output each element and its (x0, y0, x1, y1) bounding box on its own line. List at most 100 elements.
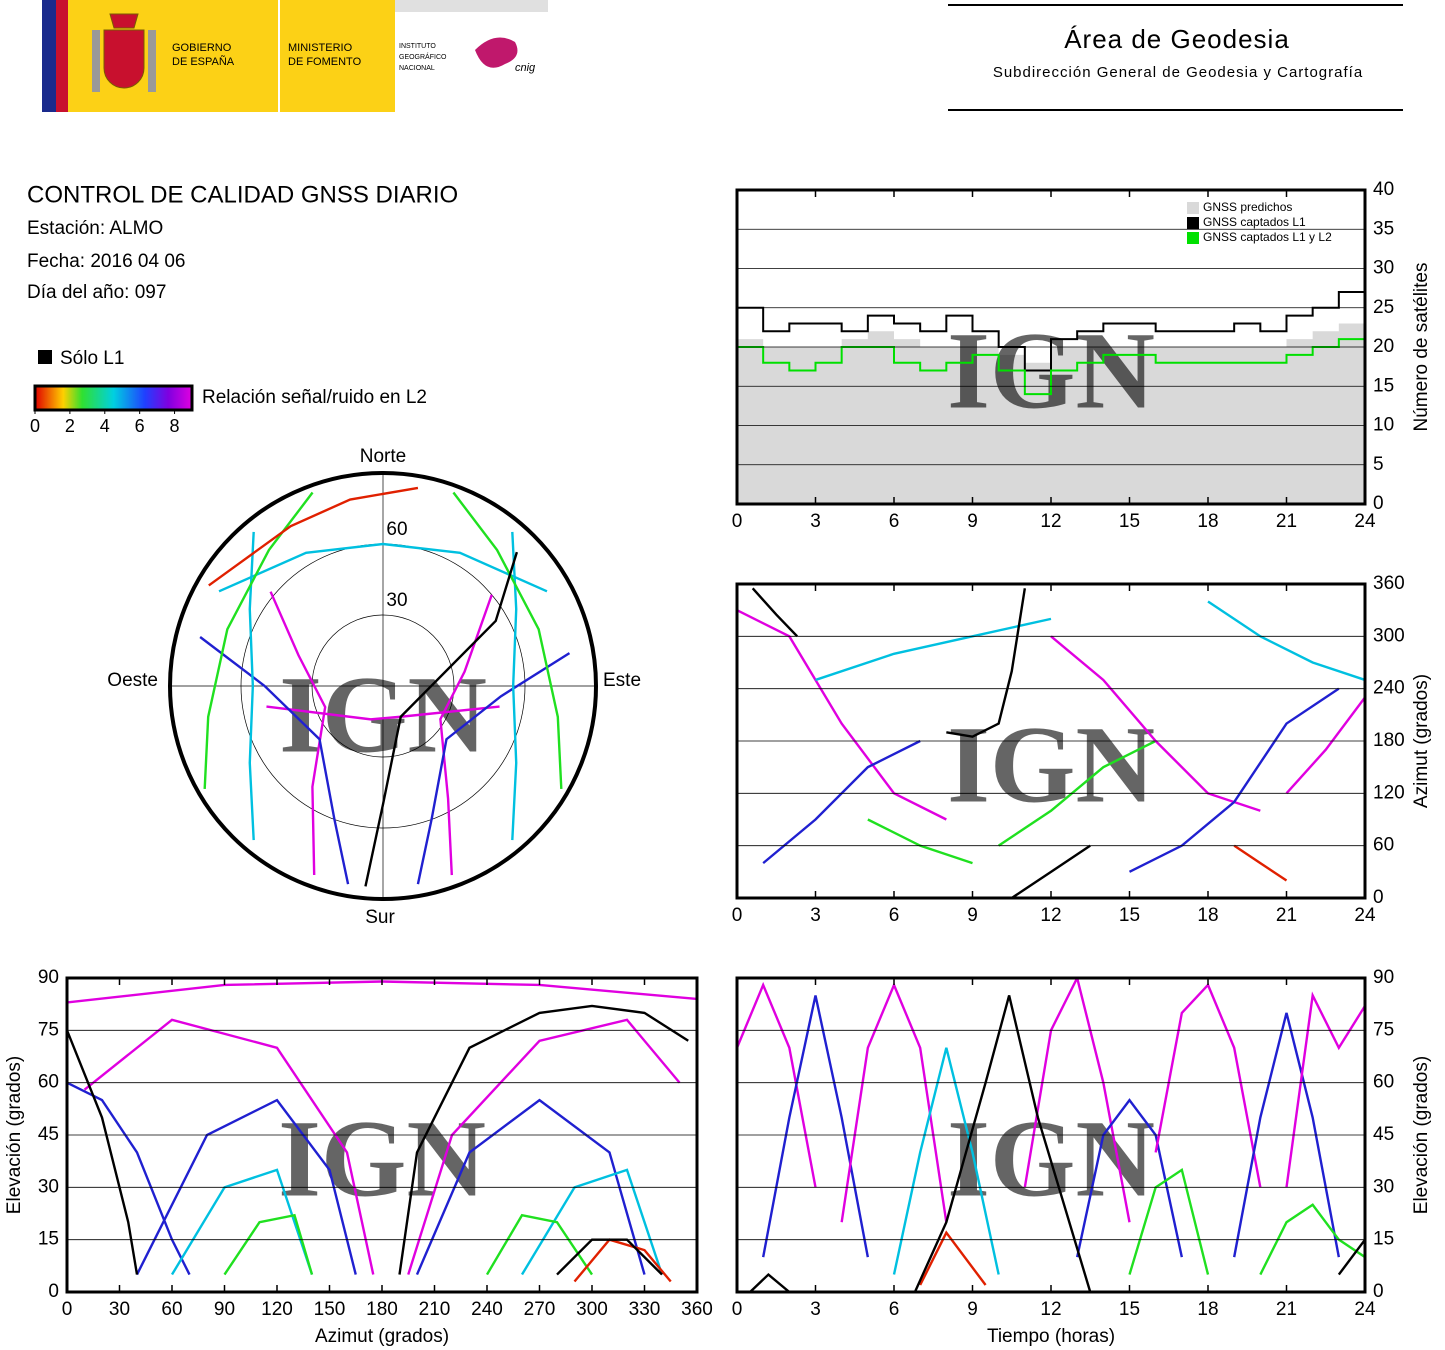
x-tick-label: 330 (629, 1299, 661, 1320)
line (761, 995, 870, 1258)
x-tick-label: 120 (261, 1299, 293, 1320)
x-tick-label: 210 (419, 1299, 451, 1320)
x-tick-label: 24 (1354, 905, 1376, 926)
x-tick-label: 0 (732, 905, 743, 926)
line (998, 739, 1157, 847)
satellite-track (364, 551, 519, 887)
satellite-track (416, 652, 571, 885)
horizon (168, 471, 598, 901)
x-axis-label: Tiempo (horas) (987, 1326, 1115, 1347)
y-tick-label: 45 (38, 1124, 59, 1145)
y-tick-label: 60 (38, 1072, 59, 1093)
line (407, 1018, 681, 1275)
y-tick-label: 5 (1373, 454, 1384, 475)
y-tick-label: 45 (1373, 1124, 1394, 1145)
y-tick-label: 240 (1373, 678, 1405, 699)
watermark: IGN (947, 703, 1155, 825)
line (892, 1047, 1000, 1275)
y-axis-label: Elevación (grados) (4, 1056, 25, 1214)
legend-label: GNSS predichos (1203, 200, 1292, 214)
line (170, 1168, 314, 1276)
direction-label: Sur (365, 907, 395, 928)
y-tick-label: 0 (1373, 887, 1384, 908)
x-tick-label: 15 (1119, 1299, 1140, 1320)
plot-area: IGN (737, 268, 1365, 504)
satellite-track (439, 594, 493, 876)
x-tick-label: 9 (967, 905, 978, 926)
x-tick-label: 270 (524, 1299, 556, 1320)
line (1232, 1012, 1341, 1258)
x-tick-label: 3 (810, 905, 821, 926)
ring-label: 60 (386, 519, 407, 540)
logo-bar (395, 0, 548, 12)
x-tick-label: 21 (1276, 511, 1297, 532)
direction-label: Este (603, 670, 641, 691)
line (1285, 991, 1365, 1188)
line (398, 1004, 689, 1275)
y-axis-label: Número de satélites (1411, 263, 1432, 432)
flag-stripe (56, 0, 68, 112)
x-tick-label: 150 (314, 1299, 346, 1320)
line (1207, 600, 1365, 682)
crest-shield (103, 29, 145, 89)
colorbar-tick-label: 8 (170, 416, 180, 436)
x-tick-label: 15 (1119, 511, 1140, 532)
x-tick-label: 60 (161, 1299, 182, 1320)
x-axis-label: Azimut (grados) (315, 1326, 449, 1347)
line (1233, 844, 1288, 882)
logo-text: DE ESPAÑA (172, 55, 235, 68)
line (946, 588, 1027, 738)
x-tick-label: 180 (366, 1299, 398, 1320)
y-tick-label: 0 (1373, 1281, 1384, 1302)
legend-swatch (1187, 217, 1199, 229)
ring-label: 30 (386, 590, 407, 611)
line (415, 1098, 646, 1276)
crest (92, 13, 156, 92)
line (737, 323, 1365, 396)
y-tick-label: 75 (38, 1019, 59, 1040)
logo-text: NACIONAL (399, 65, 435, 72)
y-tick-label: 75 (1373, 1019, 1394, 1040)
colorbar-tick-label: 2 (65, 416, 75, 436)
x-tick-label: 9 (967, 511, 978, 532)
colorbar-tick-label: 0 (30, 416, 40, 436)
y-tick-label: 40 (1373, 179, 1394, 200)
logo-text: GOBIERNO (172, 42, 232, 54)
x-tick-label: 12 (1040, 905, 1061, 926)
direction-label: Oeste (107, 670, 158, 691)
info-line: Fecha: 2016 04 06 (27, 251, 185, 272)
logo-text: cnig (515, 62, 536, 74)
crest-pillar (148, 30, 156, 92)
cnig-logo (475, 37, 518, 68)
plot-area: IGN (737, 587, 1365, 898)
legend-label: GNSS captados L1 (1203, 215, 1306, 229)
line (1075, 1098, 1184, 1258)
line (1128, 1167, 1210, 1275)
legend-label: GNSS captados L1 y L2 (1203, 230, 1332, 244)
x-tick-label: 6 (889, 1299, 900, 1320)
colorbar-tick-label: 6 (135, 416, 145, 436)
y-tick-label: 25 (1373, 297, 1394, 318)
y-tick-label: 180 (1373, 730, 1405, 751)
x-tick-label: 21 (1276, 905, 1297, 926)
plot-area: IGN (737, 978, 1365, 1292)
y-axis-label: Azimut (grados) (1411, 674, 1432, 808)
legend-swatch (1187, 202, 1199, 214)
x-tick-label: 24 (1354, 511, 1376, 532)
satellite-track (208, 486, 419, 587)
logo-block (280, 0, 395, 112)
crest-crown (109, 13, 139, 29)
l1-swatch (38, 350, 52, 364)
logo-block (68, 0, 278, 112)
line (815, 617, 1052, 682)
x-tick-label: 3 (810, 511, 821, 532)
direction-label: Norte (360, 446, 406, 467)
line (867, 818, 973, 865)
logo-text: GEOGRÁFICO (399, 52, 447, 61)
crest-pillar (92, 30, 100, 92)
eu-stripe (42, 0, 56, 112)
info-line: Estación: ALMO (27, 218, 163, 239)
line (913, 995, 1092, 1292)
y-tick-label: 35 (1373, 218, 1394, 239)
